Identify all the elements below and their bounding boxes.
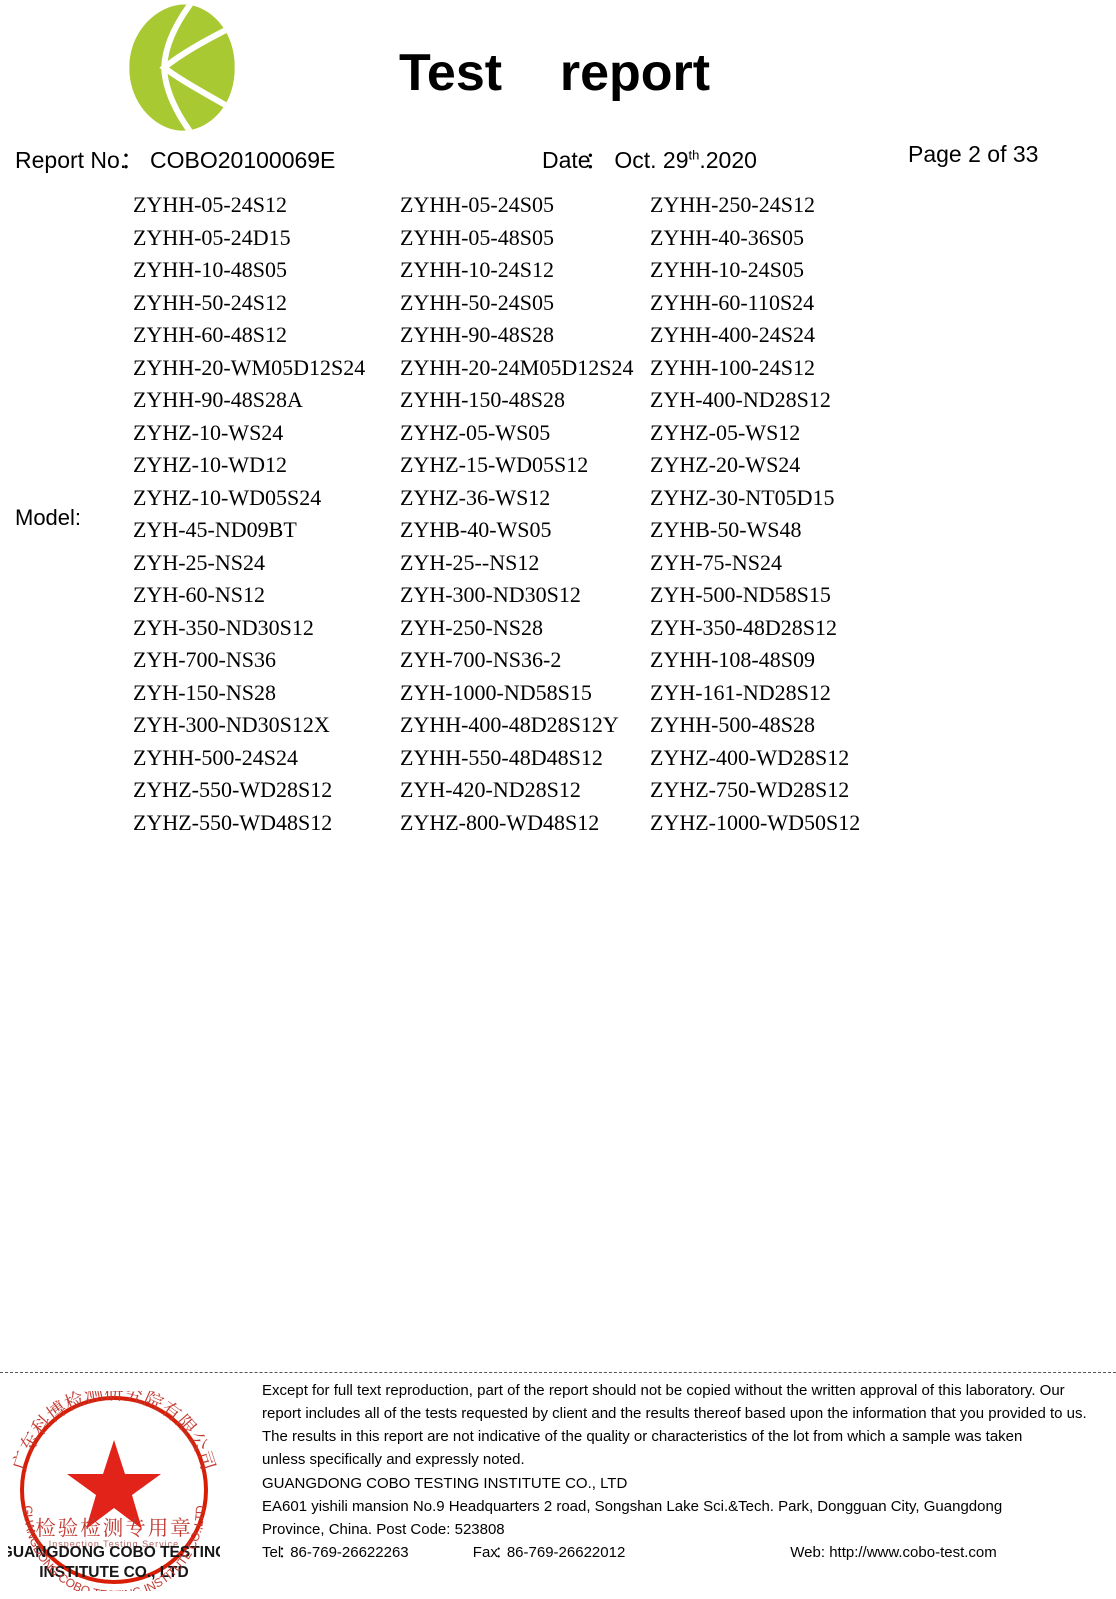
svg-text:检验检测专用章: 检验检测专用章 — [35, 1511, 193, 1541]
